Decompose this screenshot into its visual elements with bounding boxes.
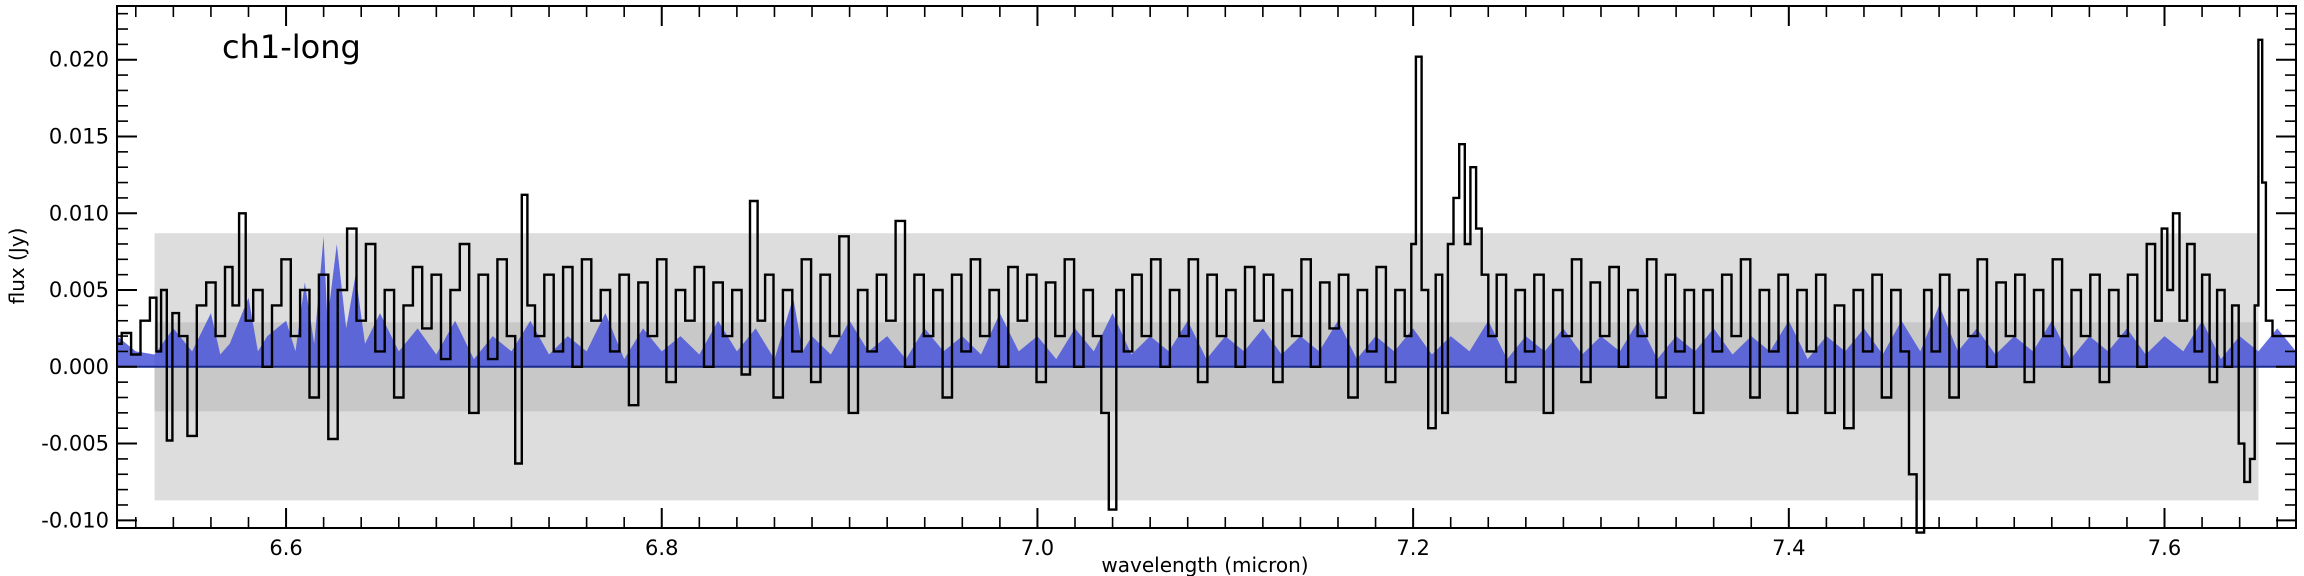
- y-axis-title: flux (Jy): [5, 228, 29, 305]
- y-tick-label: 0.010: [49, 201, 109, 225]
- x-tick-label: 6.6: [269, 536, 302, 560]
- tick-labels: 6.6 6.8 7.0 7.2 7.4 7.6 -0.010 -0.005 0.000 0.005…: [41, 48, 2181, 560]
- y-tick-label: 0.005: [49, 278, 109, 302]
- plot-area: [116, 5, 2297, 534]
- flux-spectrum-series-0: [117, 38, 2296, 534]
- x-tick-label: 7.0: [1021, 536, 1054, 560]
- channel-annotation: ch1-long: [222, 28, 361, 66]
- y-tick-label: -0.010: [41, 508, 109, 532]
- y-tick-label: 0.015: [49, 125, 109, 149]
- x-tick-label: 7.2: [1396, 536, 1429, 560]
- uncertainty-fill-series-0: [117, 236, 2296, 367]
- x-axis-title: wavelength (micron): [1101, 553, 1308, 576]
- y-tick-label: -0.005: [41, 432, 109, 456]
- x-tick-label: 7.6: [2148, 536, 2181, 560]
- y-tick-label: 0.000: [49, 355, 109, 379]
- plot-frame: [116, 5, 2297, 529]
- y-tick-label: 0.020: [49, 48, 109, 72]
- x-tick-label: 7.4: [1772, 536, 1805, 560]
- x-tick-label: 6.8: [645, 536, 678, 560]
